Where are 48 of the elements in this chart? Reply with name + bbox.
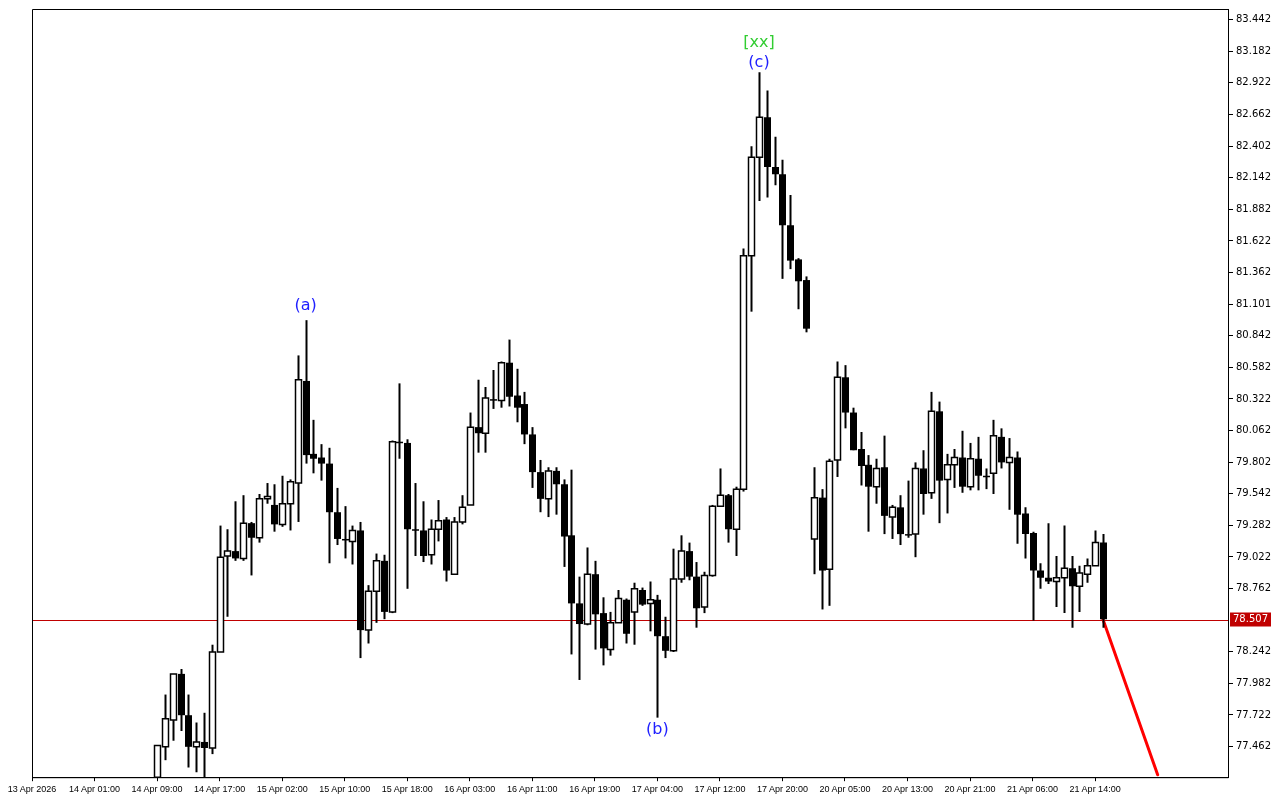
y-tick-label: 79.802 [1236, 455, 1272, 467]
y-tick-label: 83.442 [1236, 13, 1272, 25]
y-tick-label: 80.322 [1236, 392, 1272, 404]
y-tick-label: 79.282 [1236, 518, 1272, 530]
x-tick-label: 14 Apr 09:00 [131, 784, 183, 795]
y-tick-label: 82.922 [1236, 76, 1272, 88]
x-tick-label: 15 Apr 18:00 [381, 784, 433, 795]
y-tick-label: 80.582 [1236, 360, 1272, 372]
x-tick-label: 17 Apr 04:00 [631, 784, 683, 795]
x-tick-label: 14 Apr 17:00 [194, 784, 246, 795]
y-tick-label: 79.022 [1236, 550, 1272, 562]
x-tick-label: 17 Apr 20:00 [756, 784, 808, 795]
annotation: [xx] [743, 32, 775, 52]
y-tick-label: 83.182 [1236, 44, 1272, 56]
x-tick-label: 20 Apr 13:00 [881, 784, 934, 795]
y-tick-label: 78.762 [1236, 582, 1272, 594]
x-tick-label: 16 Apr 11:00 [507, 784, 558, 795]
y-tick-label: 80.062 [1236, 424, 1272, 436]
x-tick-label: 17 Apr 12:00 [694, 784, 746, 795]
y-tick-label: 77.722 [1236, 708, 1272, 720]
y-tick-label: 80.842 [1236, 329, 1272, 341]
candlestick [1037, 562, 1044, 590]
y-tick-label: 81.882 [1236, 202, 1272, 214]
y-tick-label: 81.101 [1236, 297, 1272, 309]
candlestick [772, 135, 779, 187]
x-tick-label: 21 Apr 14:00 [1069, 784, 1121, 795]
y-tick-label: 77.462 [1236, 740, 1272, 752]
y-tick-label: 81.622 [1236, 234, 1272, 246]
x-tick-label: 16 Apr 03:00 [444, 784, 496, 795]
x-tick-label: 14 Apr 01:00 [69, 784, 121, 795]
x-tick-label: 15 Apr 10:00 [319, 784, 371, 795]
x-tick-label: 15 Apr 02:00 [256, 784, 308, 795]
y-tick-label: 82.662 [1236, 108, 1272, 120]
x-tick-label: 13 Apr 2026 [7, 784, 57, 795]
x-tick-label: 20 Apr 21:00 [944, 784, 996, 795]
y-tick-label: 77.982 [1236, 676, 1272, 688]
y-tick-label: 82.402 [1236, 139, 1272, 151]
y-tick-label: 79.542 [1236, 487, 1272, 499]
x-tick-label: 21 Apr 06:00 [1007, 784, 1059, 795]
y-tick-label: 81.362 [1236, 266, 1272, 278]
y-tick-label: 82.142 [1236, 171, 1272, 183]
x-tick-label: 20 Apr 05:00 [819, 784, 871, 795]
annotation: (c) [748, 52, 770, 72]
y-tick-label: 78.242 [1236, 645, 1272, 657]
x-tick-label: 16 Apr 19:00 [569, 784, 621, 795]
ref-line-label: 78.507 [1233, 613, 1269, 625]
annotation: (a) [294, 295, 317, 315]
annotation: (b) [646, 718, 669, 738]
